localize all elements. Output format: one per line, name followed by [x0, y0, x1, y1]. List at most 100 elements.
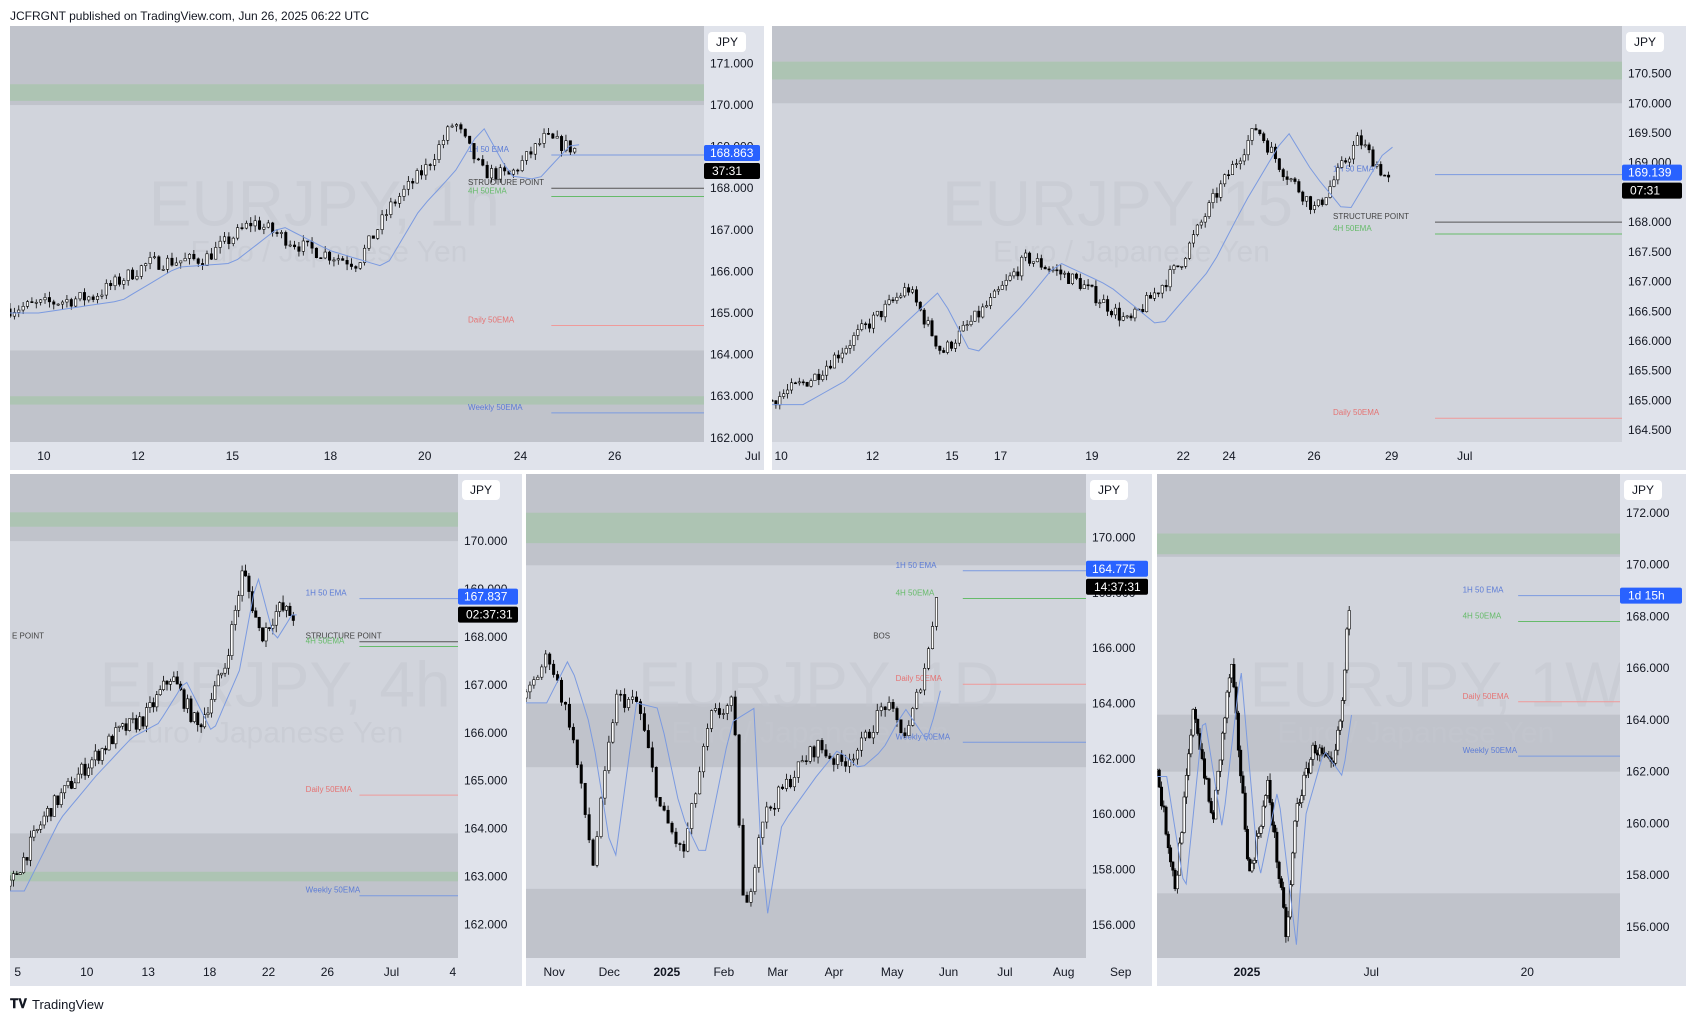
zone-box — [10, 396, 704, 405]
candle — [155, 691, 159, 712]
candle — [47, 291, 51, 308]
candle — [145, 702, 149, 733]
candle — [69, 776, 73, 790]
candle — [380, 209, 384, 235]
annotation-label: 4H 50EMA — [1333, 224, 1372, 233]
chart-panel-1d[interactable]: EURJPY, 1D Euro / Japanese Yen 1H 50 EMA 4H… — [526, 474, 1152, 986]
candle — [209, 248, 213, 261]
candle — [100, 289, 104, 300]
candle — [548, 652, 552, 671]
x-tick-label: 5 — [14, 965, 21, 979]
candle — [162, 675, 166, 692]
candle — [737, 733, 741, 828]
last-price-label: 164.775 — [1092, 562, 1136, 576]
y-tick-label: 168.000 — [1628, 215, 1672, 229]
candle — [883, 706, 887, 717]
candle — [1219, 180, 1223, 202]
candle — [494, 166, 498, 184]
candle — [1164, 805, 1168, 836]
candle — [1094, 280, 1098, 306]
candle — [18, 871, 22, 875]
candle — [247, 573, 251, 599]
candle — [402, 185, 406, 201]
candle — [563, 701, 567, 711]
candle — [214, 241, 218, 260]
x-tick-label: 29 — [1385, 449, 1399, 463]
candle — [757, 834, 761, 873]
y-tick-label: 163.000 — [464, 870, 508, 884]
candle — [926, 316, 930, 327]
candle — [721, 708, 725, 720]
x-tick-label: Jul — [1457, 449, 1472, 463]
chart-panel-1w[interactable]: EURJPY, 1W Euro / Japanese Yen 1H 50 EMA 4H… — [1157, 474, 1686, 986]
candle — [528, 681, 532, 699]
y-tick-label: 164.000 — [464, 822, 508, 836]
chart-panel-4h[interactable]: EURJPY, 4h Euro / Japanese Yen 1H 50 EMA ST… — [10, 474, 522, 986]
candle — [1039, 254, 1043, 270]
x-tick-label: 20 — [418, 449, 432, 463]
candle — [1035, 253, 1039, 263]
candle — [455, 123, 459, 132]
candle — [441, 134, 445, 149]
currency-badge[interactable]: JPY — [1624, 480, 1663, 500]
candle — [1070, 273, 1074, 286]
candle — [450, 123, 454, 128]
currency-badge[interactable]: JPY — [462, 480, 501, 500]
chart-panel-15m[interactable]: EURJPY, 15 Euro / Japanese Yen 1H 50 EMA ST… — [772, 26, 1686, 470]
candle — [520, 155, 524, 173]
candle — [1175, 870, 1179, 894]
candle — [953, 339, 957, 352]
candle — [840, 750, 844, 766]
candle — [32, 825, 36, 842]
currency-badge[interactable]: JPY — [708, 32, 747, 52]
y-tick-label: 168.000 — [1626, 609, 1670, 623]
zone-box — [526, 512, 1086, 544]
candle — [148, 251, 152, 270]
candle — [223, 662, 227, 677]
candle — [934, 335, 938, 350]
candle — [43, 293, 47, 304]
candle — [824, 744, 828, 759]
candle — [1355, 132, 1359, 146]
candle — [1313, 741, 1317, 754]
countdown-label: 1d 15h — [1628, 589, 1665, 603]
y-tick-label: 158.000 — [1626, 868, 1670, 882]
candle — [117, 725, 121, 732]
x-tick-label: Apr — [825, 965, 844, 979]
candle — [1125, 314, 1129, 319]
candle — [864, 321, 868, 330]
watermark-name: Euro / Japanese Yen — [993, 236, 1270, 269]
candle — [1338, 718, 1342, 735]
candle — [1227, 673, 1231, 698]
candle — [279, 230, 283, 239]
candle — [398, 192, 402, 208]
candle — [674, 827, 678, 848]
candle — [192, 712, 196, 724]
candle — [725, 703, 729, 721]
chart-panel-1h[interactable]: EURJPY, 1h Euro / Japanese Yen 1H 50 EMA ST… — [10, 26, 764, 470]
candle — [126, 269, 130, 286]
currency-badge[interactable]: JPY — [1626, 32, 1665, 52]
candle — [568, 140, 572, 155]
footer-brand[interactable]: TradingView — [32, 996, 104, 1012]
x-tick-label: 13 — [142, 965, 156, 979]
y-tick-label: 170.000 — [710, 98, 754, 112]
candle — [772, 398, 774, 402]
currency-badge[interactable]: JPY — [1090, 480, 1129, 500]
y-tick-label: 158.000 — [1092, 862, 1136, 876]
candle — [1160, 781, 1164, 810]
candle — [411, 178, 415, 190]
candle — [1180, 265, 1184, 270]
candle — [1169, 844, 1173, 868]
candle — [110, 734, 114, 745]
annotation-label: Weekly 50EMA — [306, 886, 361, 895]
countdown-box — [1620, 587, 1682, 604]
candle — [97, 749, 101, 765]
candle — [1024, 249, 1028, 262]
candle — [1254, 124, 1258, 131]
